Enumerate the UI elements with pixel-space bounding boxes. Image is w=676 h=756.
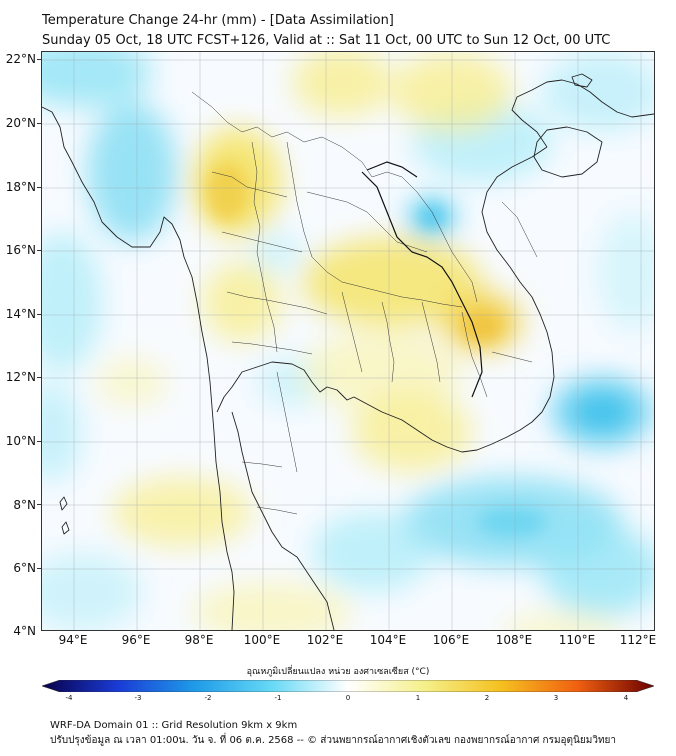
colorbar-tick-neg1: -1	[274, 694, 282, 702]
tick-lat-14	[37, 314, 41, 315]
lon-label-100e: 100°E	[243, 633, 281, 647]
tick-lat-12	[37, 377, 41, 378]
map-title-block: Temperature Change 24-hr (mm) - [Data As…	[42, 11, 662, 51]
lon-label-112e: 112°E	[619, 633, 657, 647]
lat-label-6n: 6°N	[13, 561, 36, 575]
tick-lat-22	[37, 59, 41, 60]
footer-model-info: WRF-DA Domain 01 :: Grid Resolution 9km …	[50, 720, 298, 731]
colorbar-tick-neg3: -3	[134, 694, 142, 702]
lat-label-4n: 4°N	[13, 624, 36, 638]
coastlines	[42, 73, 654, 630]
colorbar-tick-neg4: -4	[65, 694, 73, 702]
colorbar-tick-3: 3	[553, 694, 559, 702]
graticule	[42, 52, 654, 630]
tick-lat-18	[37, 187, 41, 188]
colorbar-tick-2: 2	[484, 694, 490, 702]
temperature-field	[42, 52, 654, 630]
lon-label-96e: 96°E	[121, 633, 151, 647]
lon-label-98e: 98°E	[184, 633, 214, 647]
colorbar-tick-neg2: -2	[204, 694, 212, 702]
tick-lat-20	[37, 123, 41, 124]
tick-lat-10	[37, 441, 41, 442]
colorbar-title: อุณหภูมิเปลี่ยนแปลง หน่วย องศาเซลเซียส (…	[246, 667, 430, 677]
lat-label-20n: 20°N	[5, 116, 36, 130]
lat-label-12n: 12°N	[5, 370, 36, 384]
lat-label-22n: 22°N	[5, 52, 36, 66]
colorbar-tick-1: 1	[415, 694, 421, 702]
map-subtitle: Sunday 05 Oct, 18 UTC FCST+126, Valid at…	[42, 33, 611, 48]
tick-lat-16	[37, 250, 41, 251]
lat-label-16n: 16°N	[5, 243, 36, 257]
temperature-change-map	[42, 52, 654, 630]
lat-label-8n: 8°N	[13, 498, 36, 512]
colorbar-tick-4: 4	[623, 694, 629, 702]
lon-label-104e: 104°E	[369, 633, 407, 647]
temperature-field-detail	[205, 162, 624, 537]
lon-label-94e: 94°E	[58, 633, 88, 647]
lat-label-14n: 14°N	[5, 307, 36, 321]
colorbar-tick-0: 0	[345, 694, 351, 702]
map-title: Temperature Change 24-hr (mm) - [Data As…	[42, 13, 394, 28]
lon-label-106e: 106°E	[432, 633, 470, 647]
footer-update-info: ปรับปรุงข้อมูล ณ เวลา 01:00น. วัน จ. ที่…	[50, 735, 617, 746]
tick-lat-6	[37, 568, 41, 569]
country-borders	[361, 161, 483, 398]
lon-label-108e: 108°E	[495, 633, 533, 647]
map-panel	[41, 51, 655, 631]
footer: WRF-DA Domain 01 :: Grid Resolution 9km …	[50, 718, 616, 748]
colorbar	[42, 680, 654, 692]
lat-label-18n: 18°N	[5, 180, 36, 194]
tick-lat-8	[37, 504, 41, 505]
lon-label-102e: 102°E	[306, 633, 344, 647]
lat-label-10n: 10°N	[5, 434, 36, 448]
admin-boundaries	[191, 91, 538, 515]
lon-label-110e: 110°E	[558, 633, 596, 647]
